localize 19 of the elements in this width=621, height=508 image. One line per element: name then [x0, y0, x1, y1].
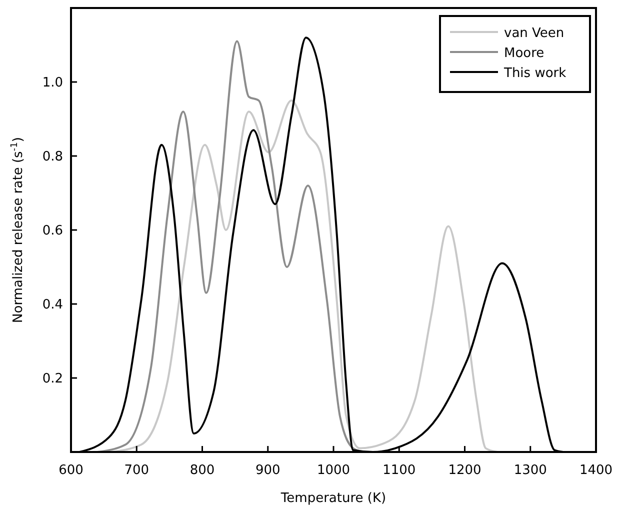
- x-tick-label: 1100: [382, 463, 416, 478]
- x-axis-title: Temperature (K): [280, 491, 386, 506]
- x-tick-label: 800: [190, 463, 215, 478]
- y-tick-label: 0.2: [42, 372, 63, 386]
- x-tick-label: 1300: [514, 463, 547, 478]
- y-tick-label: 0.4: [42, 298, 63, 312]
- x-tick-label: 1000: [316, 463, 350, 478]
- legend-label: van Veen: [504, 26, 564, 41]
- legend-label: This work: [503, 66, 567, 81]
- y-tick-label: 0.6: [42, 224, 63, 238]
- x-tick-label: 900: [255, 463, 280, 478]
- legend-label: Moore: [504, 46, 544, 61]
- y-tick-label: 1.0: [42, 76, 63, 90]
- x-tick-label: 600: [58, 463, 84, 478]
- x-tick-label: 1400: [579, 463, 613, 478]
- x-tick-label: 1200: [448, 463, 482, 478]
- x-tick-label: 700: [124, 463, 150, 478]
- y-tick-label: 0.8: [42, 150, 63, 164]
- line-series: [109, 100, 499, 453]
